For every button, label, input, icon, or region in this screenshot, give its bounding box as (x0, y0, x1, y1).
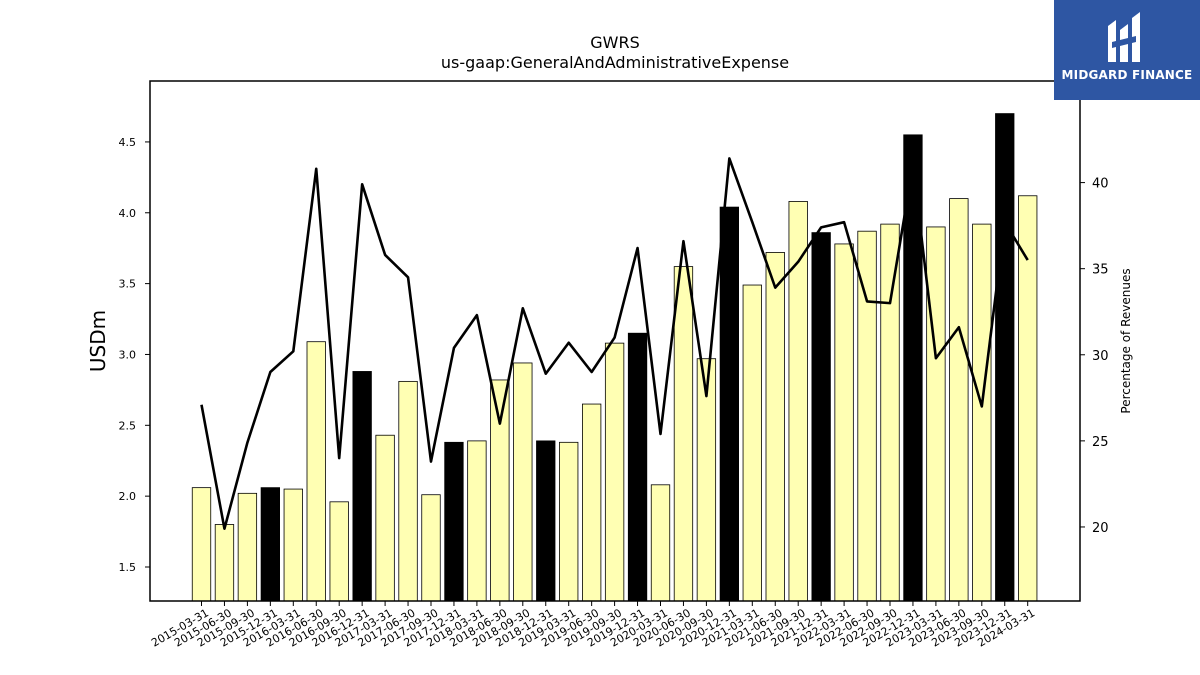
y-axis-label: USDm (86, 310, 110, 372)
line-path (200, 157, 1029, 530)
bar (627, 332, 648, 602)
y2-tick-label: 35 (1092, 263, 1109, 278)
bar (995, 113, 1015, 602)
y-tick-label: 3.5 (119, 278, 137, 291)
bar (191, 487, 212, 602)
bar (467, 440, 487, 602)
bar (352, 371, 372, 602)
y-axis-right: 20 25 30 35 40 (1080, 177, 1109, 536)
x-axis: 2015-03-312015-06-302015-09-302015-12-31… (149, 601, 1037, 650)
bar (421, 494, 441, 602)
bar (582, 403, 602, 602)
bar (490, 379, 510, 602)
bar (398, 380, 418, 602)
bar (513, 362, 533, 602)
bar (650, 484, 671, 602)
y2-tick-label: 25 (1092, 435, 1109, 450)
bar (857, 230, 877, 602)
bar (444, 441, 464, 602)
line-series (200, 157, 1029, 530)
bar (949, 198, 969, 602)
logo-text: MIDGARD FINANCE (1061, 68, 1193, 82)
bar (283, 488, 303, 602)
bar (765, 252, 785, 602)
y-tick-label: 4.5 (119, 136, 137, 149)
bar (536, 440, 556, 602)
bar (834, 243, 854, 602)
y-tick-label: 1.5 (119, 561, 137, 574)
chart-title: GWRS (590, 33, 640, 52)
bar (559, 441, 579, 602)
bar (604, 342, 625, 602)
bar (972, 223, 992, 602)
y-axis-left: 1.5 2.0 2.5 3.0 3.5 4.0 4.5 (119, 136, 150, 574)
bar (880, 223, 900, 602)
bar (260, 487, 281, 602)
y-tick-label: 4.0 (119, 207, 137, 220)
bar (214, 524, 235, 602)
bar (673, 266, 694, 602)
logo-mark-icon (1108, 12, 1140, 62)
y2-tick-label: 20 (1092, 521, 1109, 536)
bar (926, 226, 946, 602)
bar-series (191, 113, 1038, 602)
y2-tick-label: 40 (1092, 177, 1109, 192)
chart-subtitle: us-gaap:GeneralAndAdministrativeExpense (441, 53, 789, 72)
y2-axis-label: Percentage of Revenues (1119, 268, 1133, 413)
y-tick-label: 3.0 (119, 348, 137, 361)
bar (375, 434, 395, 602)
y2-tick-label: 30 (1092, 349, 1109, 364)
y-tick-label: 2.5 (119, 419, 137, 432)
bar (329, 501, 349, 602)
brand-logo: MIDGARD FINANCE (1054, 0, 1200, 100)
bar (719, 206, 739, 602)
y-tick-label: 2.0 (119, 490, 137, 503)
bar (742, 284, 762, 602)
bar (811, 232, 831, 602)
bar (237, 492, 258, 602)
bar (306, 341, 326, 602)
bar (1018, 195, 1038, 602)
